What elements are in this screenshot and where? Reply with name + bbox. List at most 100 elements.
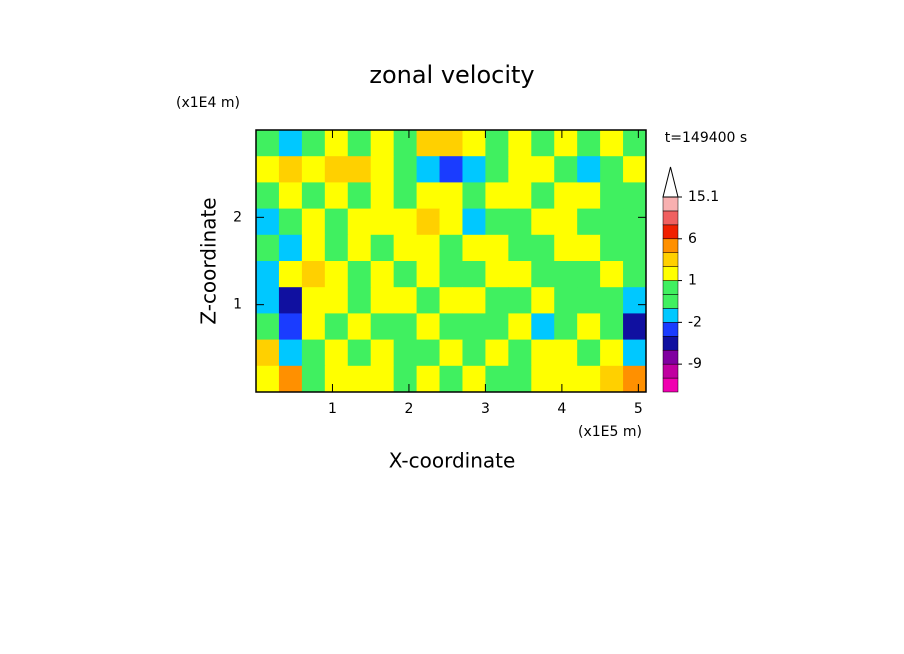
contour-cell	[531, 234, 555, 262]
contour-cell	[416, 365, 441, 393]
colorbar-band	[662, 210, 679, 226]
contour-cell	[577, 234, 601, 262]
contour-cell	[554, 339, 578, 367]
contour-cell	[439, 261, 463, 288]
contour-cell	[577, 339, 601, 367]
contour-cell	[393, 234, 418, 262]
contour-cell	[301, 182, 326, 210]
x-tick-label: 3	[481, 401, 490, 417]
contour-cell	[554, 261, 578, 288]
contour-cell	[370, 234, 395, 262]
contour-cell	[278, 156, 303, 183]
contour-cell	[416, 234, 441, 262]
x-axis-label: X-coordinate	[389, 449, 516, 473]
y-tick-label: 2	[233, 209, 242, 225]
contour-cell	[623, 313, 647, 341]
contour-cell	[278, 365, 303, 393]
contour-cell	[554, 182, 578, 210]
colorbar-band	[662, 294, 679, 309]
contour-cell	[600, 365, 624, 393]
contour-cell	[347, 130, 372, 157]
contour-cell	[347, 339, 372, 367]
contour-cell	[278, 287, 303, 314]
colorbar-band	[662, 349, 679, 365]
contour-cell	[485, 208, 509, 236]
colorbar-band	[662, 308, 679, 323]
contour-cell	[554, 234, 578, 262]
contour-cell	[554, 365, 578, 393]
contour-cell	[370, 182, 395, 210]
contour-cell	[462, 208, 486, 236]
contour-cell	[485, 156, 509, 183]
contour-cell	[531, 208, 555, 236]
contour-cell	[623, 208, 647, 236]
contour-cell	[577, 130, 601, 157]
x-tick-label: 4	[557, 401, 566, 417]
contour-cell	[347, 156, 372, 183]
contour-cell	[485, 339, 509, 367]
contour-cell	[393, 313, 418, 341]
contour-cell	[370, 208, 395, 236]
colorbar-band	[662, 266, 679, 281]
contour-cell	[370, 156, 395, 183]
contour-cell	[577, 182, 601, 210]
contour-cell	[439, 156, 463, 183]
contour-cell	[531, 130, 555, 157]
contour-cell	[439, 339, 463, 367]
contour-cell	[324, 130, 349, 157]
contour-cell	[508, 130, 532, 157]
contour-cell	[256, 130, 280, 157]
contour-cell	[278, 208, 303, 236]
contour-cell	[531, 182, 555, 210]
contour-cell	[508, 287, 532, 314]
contour-cell	[301, 365, 326, 393]
contour-cell	[623, 130, 647, 157]
contour-cell	[256, 365, 280, 393]
contour-cell	[393, 130, 418, 157]
contour-cell	[439, 234, 463, 262]
contour-cell	[416, 130, 441, 157]
contour-cell	[531, 261, 555, 288]
colorbar-band	[662, 196, 679, 212]
contour-cell	[256, 313, 280, 341]
contour-cell	[256, 182, 280, 210]
x-multiplier: (x1E5 m)	[578, 424, 642, 440]
colorbar-tick-label: 6	[688, 231, 697, 247]
contour-cell	[485, 182, 509, 210]
contour-cell	[554, 208, 578, 236]
contour-cell	[531, 287, 555, 314]
contour-cell	[508, 208, 532, 236]
contour-cell	[416, 182, 441, 210]
contour-cell	[347, 313, 372, 341]
contour-cell	[370, 261, 395, 288]
colorbar-tick-label: -9	[688, 356, 702, 372]
plot-frame	[255, 129, 647, 393]
contour-cell	[301, 156, 326, 183]
contour-cell	[347, 365, 372, 393]
contour-cell	[623, 287, 647, 314]
contour-cell	[462, 130, 486, 157]
contour-cell	[393, 182, 418, 210]
y-multiplier: (x1E4 m)	[176, 95, 240, 111]
contour-cell	[508, 156, 532, 183]
contour-cell	[439, 130, 463, 157]
contour-cell	[462, 339, 486, 367]
contour-cell	[370, 130, 395, 157]
contour-cell	[393, 287, 418, 314]
contour-cell	[278, 182, 303, 210]
contour-cell	[416, 313, 441, 341]
colorbar-band	[662, 252, 679, 267]
contour-cell	[600, 234, 624, 262]
colorbar-tick-label: 1	[688, 273, 697, 289]
contour-cell	[278, 130, 303, 157]
contour-cell	[600, 339, 624, 367]
colorbar-tick-label: 15.1	[688, 189, 719, 205]
contour-cell	[531, 156, 555, 183]
contour-cell	[278, 261, 303, 288]
contour-cell	[324, 156, 349, 183]
contour-cell	[347, 234, 372, 262]
contour-cell	[393, 208, 418, 236]
contour-cell	[554, 313, 578, 341]
contour-cell	[278, 234, 303, 262]
